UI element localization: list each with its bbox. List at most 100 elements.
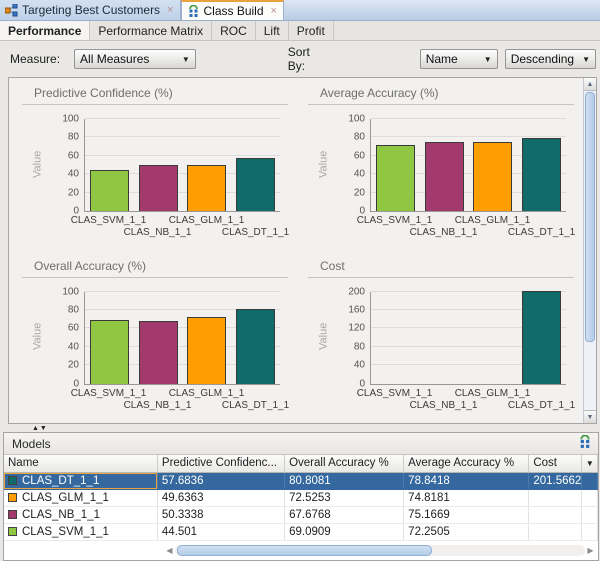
splitter-arrows-icon[interactable]: ▲▼ [32,425,48,432]
table-row-clas_svm_1_1[interactable]: CLAS_SVM_1_1 44.501 69.0909 72.2505 [4,523,599,541]
subtab-roc[interactable]: ROC [212,21,256,40]
x-tick-label: CLAS_SVM_1_1 [356,215,433,226]
spacer-cell [581,506,599,524]
charts-vertical-scrollbar[interactable]: ▲ ▼ [583,78,596,423]
overall-accuracy-cell[interactable]: 67.6768 [284,506,405,524]
model-name-cell[interactable]: CLAS_GLM_1_1 [4,489,158,507]
bar-clas_dt_1_1[interactable] [522,290,562,384]
bar-clas_dt_1_1[interactable] [236,157,276,211]
column-header-average-accuracy[interactable]: Average Accuracy % [403,455,530,473]
models-table-header-row: Name Predictive Confidenc... Overall Acc… [4,455,599,473]
y-tick-label: 160 [348,304,365,316]
subtab-profit[interactable]: Profit [289,21,334,40]
x-tick-label: CLAS_DT_1_1 [221,399,290,411]
sort-order-select[interactable]: Descending ▼ [504,49,596,69]
average-accuracy-cell[interactable]: 72.2505 [403,523,530,541]
overall-accuracy-cell[interactable]: 72.5253 [284,489,405,507]
gridline [371,118,566,119]
scroll-right-icon[interactable]: ▶ [587,546,594,555]
bar-clas_nb_1_1[interactable] [138,321,178,384]
chart-overall-accuracy: Overall Accuracy (%) Value 0 20 40 60 80 100 … [10,251,296,424]
bar-clas_glm_1_1[interactable] [473,142,513,211]
gridline [371,191,566,193]
gridline [371,173,566,175]
table-row-clas_glm_1_1[interactable]: CLAS_GLM_1_1 49.6363 72.5253 74.8181 [4,489,599,507]
x-tick-label: CLAS_DT_1_1 [221,227,290,238]
model-name-cell[interactable]: CLAS_SVM_1_1 [4,523,158,541]
column-header-name[interactable]: Name [4,455,158,473]
column-header-cost[interactable]: Cost [528,455,582,473]
scroll-left-icon[interactable]: ◀ [166,546,173,555]
table-row-clas_dt_1_1[interactable]: CLAS_DT_1_1 57.6836 80.8081 78.8418 201.5662 [4,472,599,490]
x-tick-label: CLAS_NB_1_1 [123,227,192,238]
bar-clas_svm_1_1[interactable] [375,144,415,211]
scrollbar-thumb[interactable] [177,545,432,556]
table-row-clas_nb_1_1[interactable]: CLAS_NB_1_1 50.3338 67.6768 75.1669 [4,506,599,524]
close-icon[interactable]: × [167,4,174,16]
subtab-lift[interactable]: Lift [256,21,289,40]
model-color-swatch [8,492,17,502]
model-name-cell[interactable]: CLAS_NB_1_1 [4,506,158,524]
bar-clas_dt_1_1[interactable] [236,309,276,384]
y-tick-label: 0 [359,378,365,389]
bar-clas_nb_1_1[interactable] [138,164,178,211]
bar-clas_svm_1_1[interactable] [89,319,129,384]
bar-clas_glm_1_1[interactable] [187,316,227,384]
predictive-confidence-cell[interactable]: 49.6363 [157,489,286,507]
cost-cell[interactable] [528,489,582,507]
column-header-overall-accuracy[interactable]: Overall Accuracy % [284,455,405,473]
model-name-cell[interactable]: CLAS_DT_1_1 [4,472,158,490]
tab-class-build[interactable]: Class Build × [180,0,284,20]
gridline [85,327,280,329]
models-horizontal-scrollbar[interactable]: ◀ ▶ [164,544,596,557]
y-tick-label: 40 [353,168,365,180]
chevron-down-icon: ▼ [582,54,590,64]
scrollbar-track[interactable] [175,545,585,556]
bar-clas_svm_1_1[interactable] [89,170,129,211]
y-tick-label: 20 [353,187,365,199]
cost-cell[interactable]: 201.5662 [528,472,582,490]
subtab-performance[interactable]: Performance [0,21,91,40]
sort-by-select[interactable]: Name ▼ [419,49,498,69]
y-axis-label: Value [31,150,44,178]
performance-subtab-bar: Performance Performance Matrix ROC Lift … [0,21,600,41]
chart-predictive-confidence: Predictive Confidence (%) Value 0 20 40 60 8… [10,78,296,251]
measure-select[interactable]: All Measures ▼ [74,49,196,69]
average-accuracy-cell[interactable]: 75.1669 [403,506,530,524]
y-tick-label: 60 [67,322,79,334]
bar-clas_glm_1_1[interactable] [187,165,227,211]
x-axis-labels: CLAS_SVM_1_1 CLAS_NB_1_1 CLAS_GLM_1_1 CLAS_… [357,214,575,240]
overall-accuracy-cell[interactable]: 80.8081 [284,472,405,490]
average-accuracy-cell[interactable]: 74.8181 [403,489,530,507]
scrollbar-thumb[interactable] [585,92,595,342]
cost-cell[interactable] [528,506,582,524]
y-tick-label: 60 [353,150,365,162]
predictive-confidence-cell[interactable]: 44.501 [157,523,286,541]
x-tick-label: CLAS_SVM_1_1 [70,215,147,226]
y-tick-label: 200 [348,286,365,297]
column-header-predictive-confidence[interactable]: Predictive Confidenc... [157,455,286,473]
predictive-confidence-cell[interactable]: 50.3338 [157,506,286,524]
bar-clas_nb_1_1[interactable] [424,141,464,211]
divider [22,276,288,278]
predictive-confidence-cell[interactable]: 57.6836 [157,472,286,490]
bar-clas_dt_1_1[interactable] [522,138,562,211]
scroll-down-icon[interactable]: ▼ [584,410,596,423]
average-accuracy-cell[interactable]: 78.8418 [403,472,530,490]
cost-cell[interactable] [528,523,582,541]
panel-splitter[interactable]: ▲▼ [0,424,600,433]
close-icon[interactable]: × [270,5,277,17]
tab-targeting-best-customers[interactable]: Targeting Best Customers × [0,0,181,20]
column-chooser-icon[interactable]: ▼ [581,455,599,473]
overall-accuracy-cell[interactable]: 69.0909 [284,523,405,541]
filter-toolbar: Measure: All Measures ▼ Sort By: Name ▼ … [0,41,600,77]
y-axis-label: Value [31,322,44,351]
measure-label: Measure: [10,52,61,66]
chart-title: Predictive Confidence (%) [34,86,173,100]
spacer-cell [581,523,599,541]
gridline [85,290,280,292]
x-axis-labels: CLAS_SVM_1_1 CLAS_NB_1_1 CLAS_GLM_1_1 CLAS_… [71,387,289,413]
scroll-up-icon[interactable]: ▲ [584,78,596,91]
document-tab-bar: Targeting Best Customers × Class Build × [0,0,600,21]
subtab-performance-matrix[interactable]: Performance Matrix [90,21,213,40]
